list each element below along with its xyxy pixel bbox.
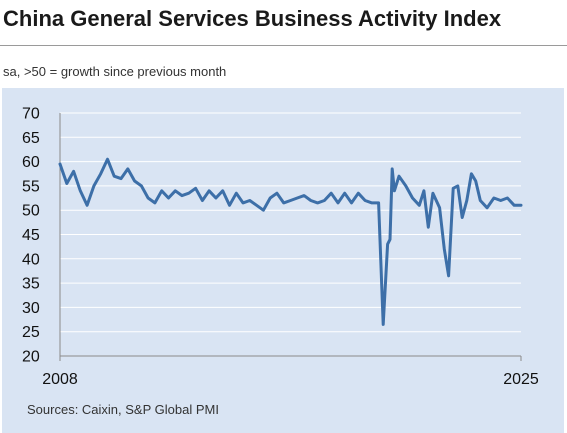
title-divider [0,45,567,46]
source-note: Sources: Caixin, S&P Global PMI [27,402,219,417]
series-layer [58,157,523,326]
x-tick-label: 2008 [42,371,78,388]
y-tick-label: 30 [22,300,40,317]
y-tick-label: 20 [22,349,40,366]
y-tick-label: 60 [22,154,40,171]
chart-title: China General Services Business Activity… [3,6,502,31]
y-tick-label: 35 [22,276,40,293]
y-tick-label: 25 [22,324,40,341]
y-tick-label: 40 [22,251,40,268]
chart-subtitle: sa, >50 = growth since previous month [3,64,227,79]
y-tick-label: 70 [22,106,40,123]
x-tick-label: 2025 [503,371,539,388]
y-tick-label: 65 [22,130,40,147]
y-tick-label: 55 [22,178,40,195]
y-tick-label: 45 [22,227,40,244]
y-tick-labels: 20 25 30 35 40 45 50 55 60 65 70 [22,106,40,366]
series-line [58,157,523,326]
x-tick-labels: 2008 2025 [42,371,539,388]
axes [59,113,522,361]
chart-panel [2,88,564,433]
gridlines [60,112,521,333]
y-tick-label: 50 [22,203,40,220]
